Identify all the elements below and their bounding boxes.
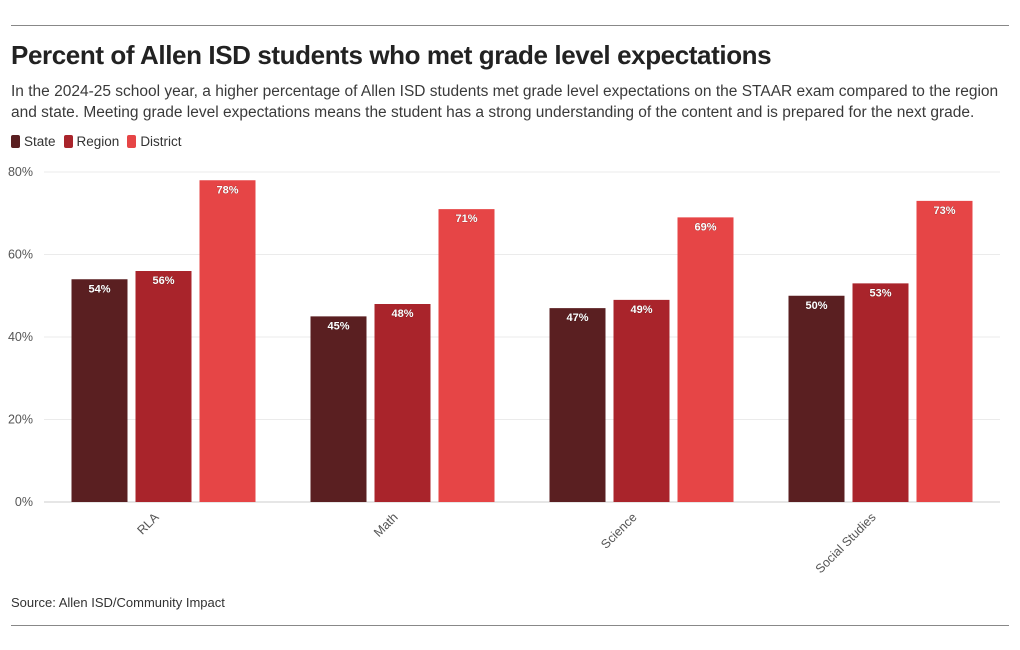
x-tick-label: Math: [371, 510, 401, 540]
chart-subtitle: In the 2024-25 school year, a higher per…: [11, 83, 999, 121]
legend-label-district: District: [140, 134, 182, 149]
bar-value-label: 48%: [391, 308, 413, 320]
legend-label-state: State: [24, 134, 56, 149]
y-tick-label: 80%: [8, 165, 33, 179]
bar-region-science: [613, 299, 670, 502]
chart-title: Percent of Allen ISD students who met gr…: [11, 40, 772, 70]
bar-state-math: [310, 316, 367, 502]
bar-chart: 0% 20% 40% 60% 80% 54% 56% 78% RLA 45% 48% 71% Math 4…: [8, 165, 1000, 576]
bottom-rule: [11, 625, 1009, 626]
bar-value-label: 73%: [933, 205, 955, 217]
bar-value-label: 49%: [630, 304, 652, 316]
legend-item-region[interactable]: Region: [63, 134, 120, 149]
legend-item-state[interactable]: State: [11, 134, 56, 149]
y-tick-label: 40%: [8, 330, 33, 344]
bar-value-label: 53%: [869, 287, 891, 299]
source-note: Source: Allen ISD/Community Impact: [11, 595, 225, 610]
y-tick-label: 20%: [8, 413, 33, 427]
x-tick-label: RLA: [135, 510, 163, 538]
bar-value-label: 71%: [455, 213, 477, 225]
bar-state-social-studies: [788, 295, 845, 502]
legend-swatch-region: [63, 135, 73, 148]
legend-item-district[interactable]: District: [127, 134, 182, 149]
y-tick-label: 0%: [15, 495, 33, 509]
bar-value-label: 56%: [152, 275, 174, 287]
x-tick-label: Science: [598, 510, 639, 551]
bar-value-label: 54%: [88, 283, 110, 295]
bar-value-label: 78%: [216, 184, 238, 196]
bar-region-social-studies: [852, 283, 909, 502]
y-tick-label: 60%: [8, 248, 33, 262]
bar-value-label: 45%: [327, 320, 349, 332]
bar-value-label: 50%: [805, 300, 827, 312]
bar-district-social-studies: [916, 200, 973, 502]
legend-label-region: Region: [76, 134, 120, 149]
chart-legend: State Region District: [11, 134, 182, 149]
top-rule: [11, 25, 1009, 26]
bar-value-label: 69%: [694, 221, 716, 233]
bar-state-rla: [71, 279, 128, 502]
x-tick-label: Social Studies: [813, 510, 879, 576]
legend-swatch-state: [11, 135, 20, 148]
bar-state-science: [549, 308, 606, 502]
legend-swatch-district: [127, 135, 137, 148]
bar-value-label: 47%: [566, 312, 588, 324]
bar-district-math: [438, 209, 495, 502]
bar-region-math: [374, 304, 431, 502]
bar-district-rla: [199, 180, 256, 502]
bar-district-science: [677, 217, 734, 502]
bar-region-rla: [135, 271, 192, 502]
